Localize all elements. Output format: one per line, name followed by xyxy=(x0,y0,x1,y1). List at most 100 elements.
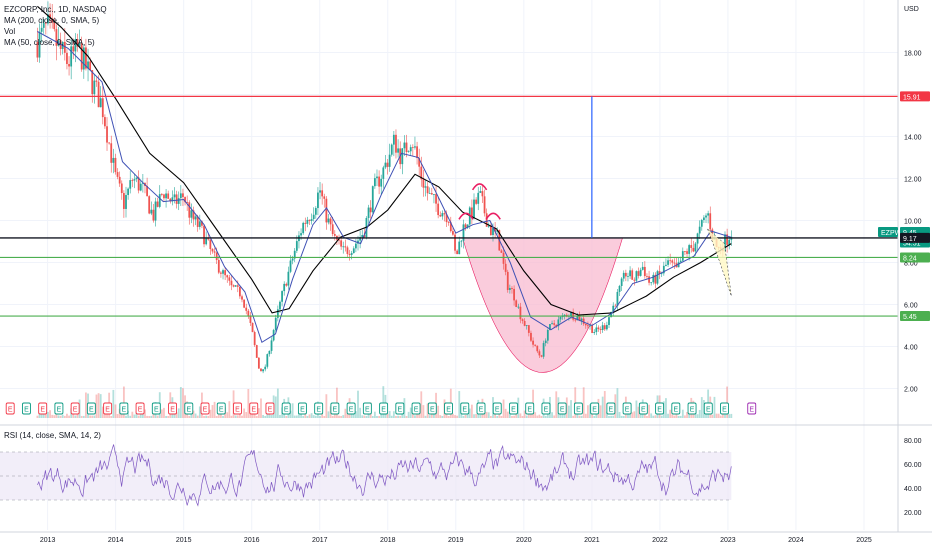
volume-bar xyxy=(146,415,148,418)
candle-body xyxy=(538,351,541,356)
earnings-marker xyxy=(720,402,729,415)
earnings-marker xyxy=(444,402,453,415)
volume-bar xyxy=(475,414,478,418)
volume-bar xyxy=(669,409,672,418)
candle-body xyxy=(344,246,347,248)
price-label-text: 8.24 xyxy=(903,255,917,262)
candle-body xyxy=(654,274,657,284)
earnings-marker xyxy=(655,402,665,415)
volume-bar xyxy=(639,414,642,418)
volume-bar xyxy=(730,413,733,418)
candle-body xyxy=(405,142,408,153)
candle-body xyxy=(213,251,216,253)
volume-bar xyxy=(578,415,581,418)
candle-body xyxy=(238,286,241,297)
candle-body xyxy=(631,270,634,280)
candle-body xyxy=(281,291,283,302)
candle-body xyxy=(129,180,132,189)
volume-bar xyxy=(686,412,688,418)
candle-body xyxy=(192,210,195,220)
volume-bar xyxy=(163,407,165,418)
earnings-marker-label: E xyxy=(251,407,256,414)
earnings-marker-label: E xyxy=(560,407,565,414)
ma50-line xyxy=(37,31,732,344)
candle-body xyxy=(203,225,205,245)
volume-bar xyxy=(430,410,433,418)
candle-body xyxy=(584,323,587,326)
earnings-marker-label: E xyxy=(8,407,13,414)
volume-bar xyxy=(74,415,77,418)
volume-bar xyxy=(603,391,606,418)
earnings-marker xyxy=(573,402,583,415)
candle-body xyxy=(422,179,425,188)
volume-bar xyxy=(266,413,269,418)
candle-body xyxy=(646,276,648,277)
candle-body xyxy=(310,219,313,221)
candle-body xyxy=(338,239,340,241)
candle-body xyxy=(489,225,492,236)
volume-bar xyxy=(426,403,429,418)
candle-body xyxy=(449,222,452,232)
candle-body xyxy=(125,195,127,209)
legend-ma50: MA (50, close, 0, SMA, 5) xyxy=(4,38,95,47)
volume-bar xyxy=(483,411,486,418)
volume-bar xyxy=(466,412,469,418)
candle-body xyxy=(99,98,102,108)
volume-bar xyxy=(156,415,159,418)
earnings-marker-future xyxy=(747,402,757,415)
earnings-marker-label: E xyxy=(333,407,338,414)
volume-bar xyxy=(724,414,726,418)
earnings-marker xyxy=(38,402,48,415)
candle-body xyxy=(224,270,227,276)
volume-bar xyxy=(595,411,598,418)
candle-body xyxy=(433,194,435,195)
candle-body xyxy=(479,191,482,193)
candle-body xyxy=(593,332,596,333)
volume-bar xyxy=(310,413,313,418)
candle-body xyxy=(580,318,583,321)
candle-body xyxy=(104,117,106,127)
candle-body xyxy=(411,147,414,148)
candle-body xyxy=(724,234,726,251)
candle-body xyxy=(382,167,385,179)
candle-body xyxy=(445,214,448,223)
earnings-marker xyxy=(395,402,405,415)
volume-bar xyxy=(719,415,722,418)
candle-body xyxy=(173,194,176,198)
earnings-marker-label: E xyxy=(609,407,614,414)
volume-bar xyxy=(654,415,657,418)
candle-body xyxy=(437,203,440,216)
earnings-marker xyxy=(492,402,502,415)
candle-body xyxy=(688,245,691,254)
volume-bar xyxy=(612,415,615,418)
candle-body xyxy=(72,46,75,52)
volume-bar xyxy=(506,411,509,418)
candle-body xyxy=(492,227,494,236)
rsi-legend: RSI (14, close, SMA, 14, 2) xyxy=(4,430,101,441)
candle-body xyxy=(114,157,117,173)
volume-bar xyxy=(36,415,39,418)
time-tick-label: 2017 xyxy=(312,537,328,544)
candle-body xyxy=(660,273,663,275)
volume-bar xyxy=(637,406,640,418)
candle-body xyxy=(215,252,218,261)
earnings-marker-label: E xyxy=(414,407,419,414)
candle-body xyxy=(639,269,642,276)
volume-bar xyxy=(338,415,340,418)
earnings-marker xyxy=(200,402,210,415)
candle-body xyxy=(477,192,480,204)
volume-bar xyxy=(688,413,691,418)
volume-bar xyxy=(517,397,520,418)
candle-body xyxy=(614,305,617,307)
volume-bar xyxy=(247,389,250,418)
candle-body xyxy=(276,309,279,318)
candle-body xyxy=(466,224,469,228)
candle-body xyxy=(601,325,604,330)
rsi-tick-label: 40.00 xyxy=(904,486,922,493)
volume-bar xyxy=(454,415,456,418)
time-tick-label: 2021 xyxy=(584,537,600,544)
volume-bar xyxy=(580,415,583,418)
volume-bar xyxy=(521,415,524,418)
candle-body xyxy=(616,291,619,306)
candle-body xyxy=(139,183,142,191)
